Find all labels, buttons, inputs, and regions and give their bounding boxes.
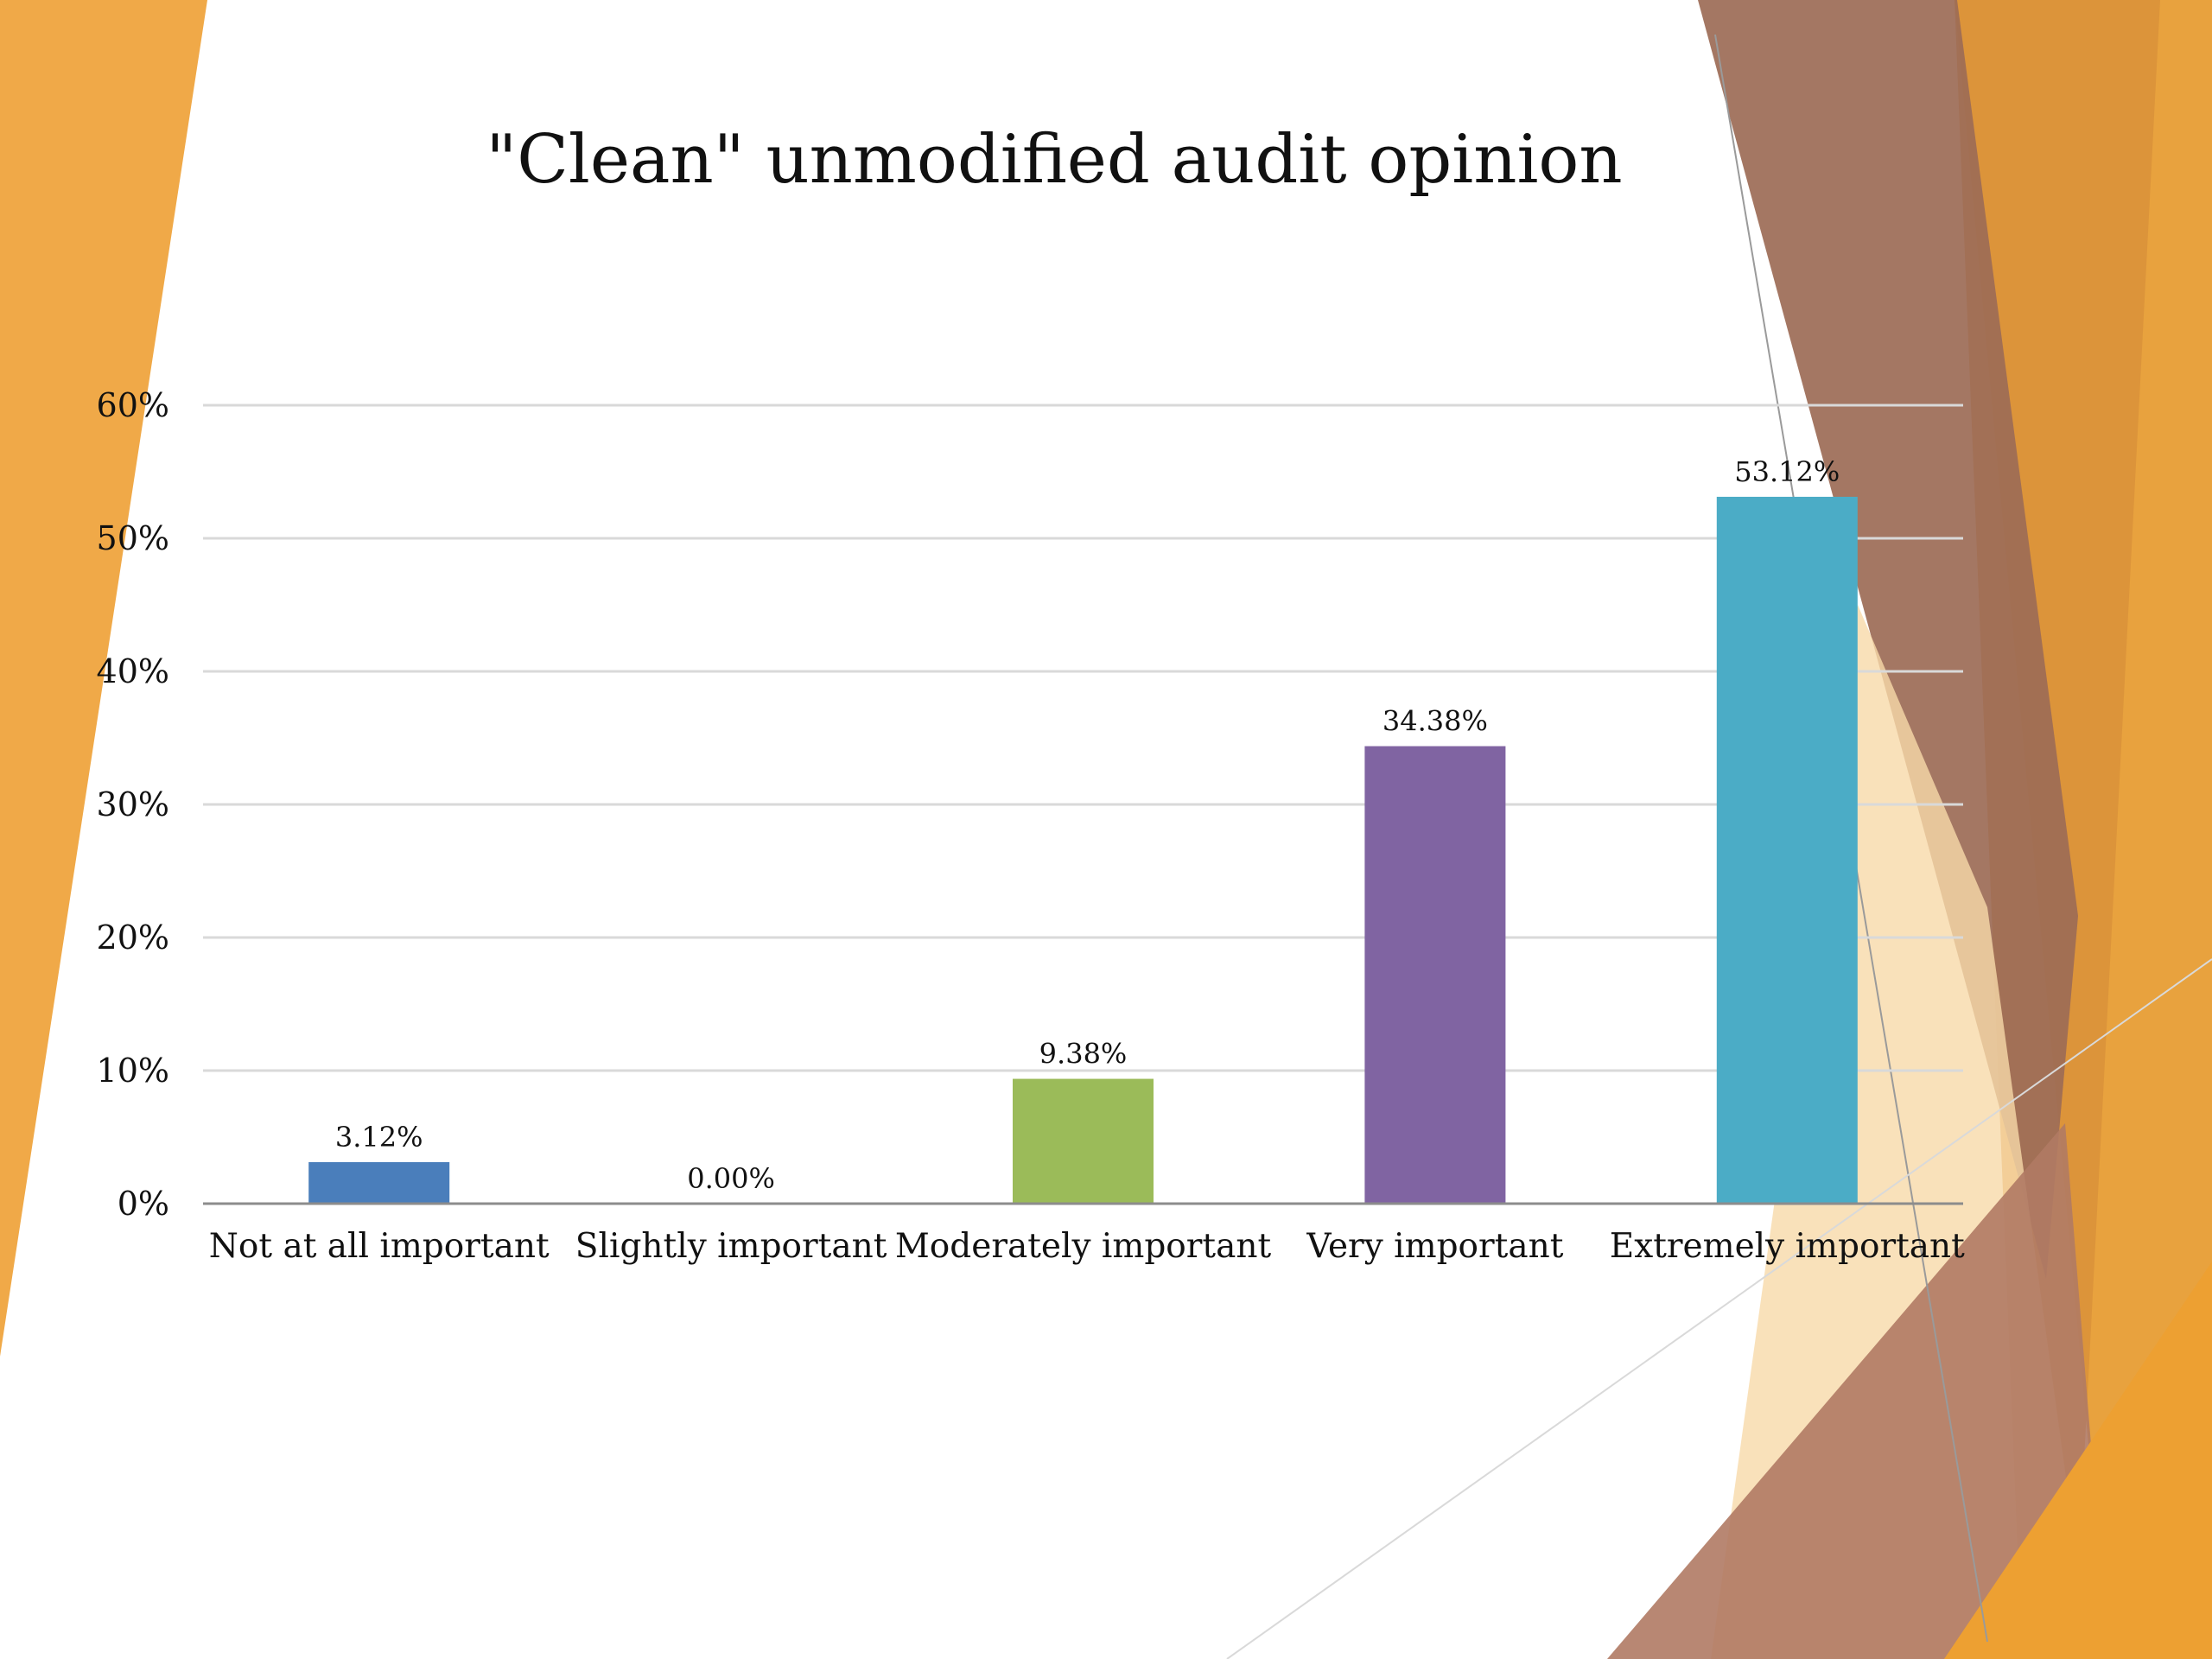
- y-tick-label: 40%: [97, 652, 169, 690]
- bar: [1013, 1078, 1154, 1204]
- data-label: 53.12%: [1734, 455, 1840, 488]
- y-tick-label: 10%: [97, 1052, 169, 1090]
- bars: [308, 496, 1858, 1204]
- chart-title: "Clean" unmodified audit opinion: [486, 121, 1623, 199]
- y-tick-label: 60%: [97, 386, 169, 424]
- y-tick-label: 0%: [118, 1185, 169, 1223]
- data-label: 3.12%: [335, 1121, 423, 1154]
- x-category-label: Moderately important: [895, 1227, 1272, 1266]
- data-label: 0.00%: [687, 1162, 775, 1195]
- y-tick-label: 20%: [97, 918, 169, 957]
- data-label: 34.38%: [1382, 705, 1488, 738]
- bottom-brown-shape: [1607, 1123, 2108, 1659]
- x-category-label: Not at all important: [209, 1227, 550, 1266]
- data-labels: 3.12% 0.00% 9.38% 34.38% 53.12%: [335, 455, 1840, 1195]
- x-axis-categories: Not at all important Slightly important Mo…: [209, 1227, 1965, 1266]
- data-label: 9.38%: [1039, 1038, 1128, 1071]
- gridlines: [203, 404, 1963, 1072]
- x-category-label: Extremely important: [1610, 1227, 1965, 1266]
- bar: [308, 1161, 450, 1204]
- y-tick-label: 50%: [97, 519, 169, 557]
- x-category-label: Very important: [1306, 1227, 1563, 1266]
- x-category-label: Slightly important: [575, 1227, 887, 1266]
- y-tick-label: 30%: [97, 785, 169, 823]
- bar: [1716, 496, 1858, 1204]
- y-axis-ticks: 0% 10% 20% 30% 40% 50% 60%: [97, 386, 169, 1223]
- bottom-right-orange: [1944, 1262, 2212, 1659]
- left-orange-shape: [0, 0, 207, 1357]
- bar: [1364, 746, 1506, 1204]
- decor-line-2: [1226, 958, 2212, 1659]
